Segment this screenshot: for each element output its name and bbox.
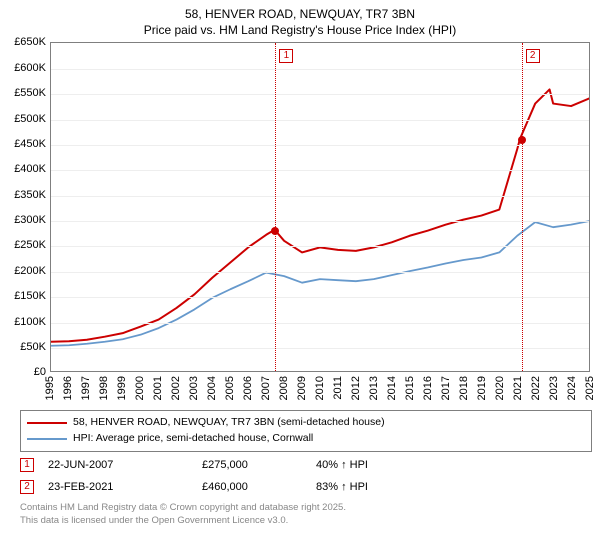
- x-tick-label: 2008: [278, 376, 290, 400]
- attribution-block: Contains HM Land Registry data © Crown c…: [20, 502, 592, 528]
- series-line-hpi: [51, 221, 589, 346]
- chart-title-block: 58, HENVER ROAD, NEWQUAY, TR7 3BN Price …: [2, 6, 598, 38]
- x-tick-label: 2015: [404, 376, 416, 400]
- gridline: [51, 196, 589, 197]
- x-tick-label: 2025: [584, 376, 596, 400]
- x-tick-label: 1999: [116, 376, 128, 400]
- y-tick-label: £350K: [2, 189, 46, 201]
- x-tick-label: 2018: [458, 376, 470, 400]
- y-tick-label: £550K: [2, 87, 46, 99]
- x-tick-label: 2002: [170, 376, 182, 400]
- y-tick-label: £250K: [2, 239, 46, 251]
- x-tick-label: 2007: [260, 376, 272, 400]
- legend-item-hpi: HPI: Average price, semi-detached house,…: [27, 431, 585, 447]
- gridline: [51, 323, 589, 324]
- gridline: [51, 297, 589, 298]
- y-tick-label: £500K: [2, 113, 46, 125]
- gridline: [51, 145, 589, 146]
- x-tick-label: 2019: [476, 376, 488, 400]
- x-tick-label: 1998: [98, 376, 110, 400]
- event-date-1: 22-JUN-2007: [48, 459, 188, 471]
- x-tick-label: 2016: [422, 376, 434, 400]
- y-tick-label: £400K: [2, 163, 46, 175]
- legend-box: 58, HENVER ROAD, NEWQUAY, TR7 3BN (semi-…: [20, 410, 592, 452]
- sale-marker-badge-1: 1: [279, 49, 293, 63]
- attribution-line-1: Contains HM Land Registry data © Crown c…: [20, 502, 592, 515]
- legend-item-subject: 58, HENVER ROAD, NEWQUAY, TR7 3BN (semi-…: [27, 415, 585, 431]
- legend-label-subject: 58, HENVER ROAD, NEWQUAY, TR7 3BN (semi-…: [73, 415, 385, 431]
- x-tick-label: 2004: [206, 376, 218, 400]
- x-tick-label: 2017: [440, 376, 452, 400]
- x-tick-label: 2022: [530, 376, 542, 400]
- gridline: [51, 69, 589, 70]
- legend-label-hpi: HPI: Average price, semi-detached house,…: [73, 431, 313, 447]
- attribution-line-2: This data is licensed under the Open Gov…: [20, 515, 592, 528]
- gridline: [51, 170, 589, 171]
- event-pct-2: 83% ↑ HPI: [316, 481, 436, 493]
- y-tick-label: £600K: [2, 62, 46, 74]
- x-tick-label: 2014: [386, 376, 398, 400]
- x-tick-label: 2024: [566, 376, 578, 400]
- x-tick-label: 2001: [152, 376, 164, 400]
- event-row-1: 1 22-JUN-2007 £275,000 40% ↑ HPI: [20, 458, 592, 472]
- y-tick-label: £200K: [2, 265, 46, 277]
- x-tick-label: 2020: [494, 376, 506, 400]
- x-tick-label: 2023: [548, 376, 560, 400]
- sale-marker-dot-2: [518, 136, 526, 144]
- sale-marker-badge-2: 2: [526, 49, 540, 63]
- title-line-1: 58, HENVER ROAD, NEWQUAY, TR7 3BN: [2, 6, 598, 22]
- event-pct-1: 40% ↑ HPI: [316, 459, 436, 471]
- y-tick-label: £0: [2, 366, 46, 378]
- y-tick-label: £50K: [2, 341, 46, 353]
- sale-events-table: 1 22-JUN-2007 £275,000 40% ↑ HPI 2 23-FE…: [20, 458, 592, 494]
- gridline: [51, 221, 589, 222]
- event-price-1: £275,000: [202, 459, 302, 471]
- legend-swatch-subject: [27, 422, 67, 424]
- gridline: [51, 94, 589, 95]
- x-tick-label: 2010: [314, 376, 326, 400]
- y-tick-label: £300K: [2, 214, 46, 226]
- y-tick-label: £100K: [2, 316, 46, 328]
- sale-marker-line-1: [275, 43, 276, 371]
- x-tick-label: 2006: [242, 376, 254, 400]
- x-tick-label: 1996: [62, 376, 74, 400]
- x-tick-label: 2000: [134, 376, 146, 400]
- event-marker-2: 2: [20, 480, 34, 494]
- gridline: [51, 120, 589, 121]
- gridline: [51, 246, 589, 247]
- x-tick-label: 2003: [188, 376, 200, 400]
- sale-marker-dot-1: [271, 227, 279, 235]
- gridline: [51, 348, 589, 349]
- page-container: 58, HENVER ROAD, NEWQUAY, TR7 3BN Price …: [0, 0, 600, 560]
- event-date-2: 23-FEB-2021: [48, 481, 188, 493]
- x-tick-label: 1995: [44, 376, 56, 400]
- x-tick-label: 2005: [224, 376, 236, 400]
- x-tick-label: 2011: [332, 376, 344, 400]
- event-row-2: 2 23-FEB-2021 £460,000 83% ↑ HPI: [20, 480, 592, 494]
- plot-region: 12: [50, 42, 590, 372]
- legend-swatch-hpi: [27, 438, 67, 440]
- y-tick-label: £650K: [2, 36, 46, 48]
- x-tick-label: 2013: [368, 376, 380, 400]
- sale-marker-line-2: [522, 43, 523, 371]
- x-tick-label: 2021: [512, 376, 524, 400]
- event-price-2: £460,000: [202, 481, 302, 493]
- gridline: [51, 272, 589, 273]
- event-marker-1: 1: [20, 458, 34, 472]
- y-tick-label: £450K: [2, 138, 46, 150]
- y-tick-label: £150K: [2, 290, 46, 302]
- x-tick-label: 2012: [350, 376, 362, 400]
- series-line-subject: [51, 90, 589, 342]
- x-tick-label: 1997: [80, 376, 92, 400]
- title-line-2: Price paid vs. HM Land Registry's House …: [2, 22, 598, 38]
- x-tick-label: 2009: [296, 376, 308, 400]
- chart-area: 12 £0£50K£100K£150K£200K£250K£300K£350K£…: [4, 42, 596, 406]
